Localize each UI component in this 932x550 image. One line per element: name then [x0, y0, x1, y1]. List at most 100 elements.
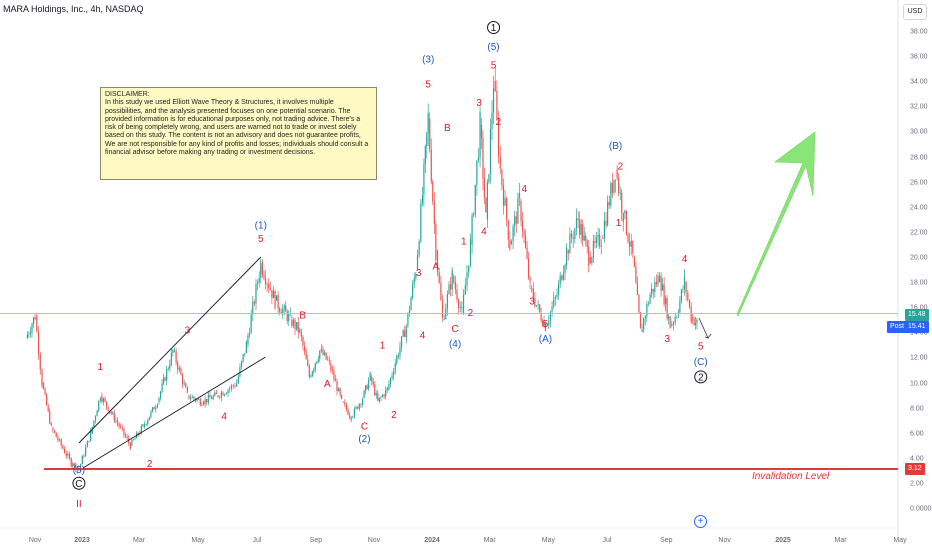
- candle-body: [107, 406, 109, 412]
- candle-body: [618, 177, 620, 193]
- wave-label: (5): [73, 465, 85, 476]
- candle-body: [679, 300, 681, 313]
- candle-body: [694, 322, 697, 325]
- candle-body: [47, 405, 49, 412]
- candle-body: [540, 313, 542, 321]
- wave-label: 1: [461, 237, 467, 248]
- candle-body: [198, 399, 200, 400]
- candle-body: [451, 270, 453, 290]
- candle-body: [605, 220, 607, 226]
- candle-body: [207, 395, 209, 403]
- candle-body: [248, 332, 251, 336]
- candle-body: [333, 370, 335, 380]
- candle-body: [272, 290, 275, 299]
- candle-body: [140, 426, 142, 434]
- candle-body: [227, 389, 229, 394]
- candle-body: [461, 307, 463, 308]
- candle-body: [575, 218, 578, 229]
- candle-body: [586, 240, 588, 248]
- currency-button[interactable]: USD: [903, 4, 927, 20]
- candle-body: [433, 201, 435, 225]
- candle-body: [464, 285, 466, 295]
- candle-body: [610, 182, 612, 206]
- candle-body: [303, 345, 306, 352]
- candle-body: [559, 275, 561, 285]
- candle-body: [283, 305, 285, 310]
- y-tick-label: 24.00: [910, 205, 928, 212]
- candle-body: [548, 321, 550, 326]
- candle-body: [502, 185, 505, 206]
- candle-body: [102, 398, 105, 402]
- candle-body: [120, 426, 122, 428]
- y-tick-label: 16.00: [910, 305, 928, 312]
- candle-body: [375, 393, 377, 396]
- candle-body: [115, 420, 117, 422]
- candle-body: [421, 195, 424, 204]
- candle-body: [529, 277, 531, 282]
- candle-body: [271, 289, 273, 299]
- add-icon[interactable]: +: [694, 515, 707, 528]
- candle-body: [410, 297, 412, 311]
- candle-body: [497, 118, 500, 157]
- candle-body: [88, 440, 90, 442]
- last-price-tag: 15.48: [905, 309, 929, 321]
- wave-circle: [72, 476, 86, 490]
- wave-label: II: [76, 499, 82, 510]
- wave-label: 4: [221, 411, 227, 422]
- wave-label: 2: [496, 117, 502, 128]
- candle-body: [534, 298, 536, 307]
- candle-body: [334, 379, 337, 382]
- candle-body: [696, 319, 698, 323]
- candle-body: [113, 412, 115, 421]
- candle-body: [322, 349, 324, 355]
- candle-body: [446, 294, 448, 309]
- candle-body: [577, 218, 579, 220]
- wave-label: 5: [491, 61, 497, 72]
- candle-body: [164, 377, 166, 381]
- candle-body: [63, 448, 66, 454]
- candle-body: [483, 178, 486, 198]
- candle-body: [471, 215, 473, 245]
- candle-body: [688, 299, 691, 307]
- disclaimer-heading: DISCLAIMER:: [105, 91, 150, 98]
- candle-body: [253, 301, 255, 304]
- candle-body: [595, 237, 598, 243]
- candle-body: [202, 401, 205, 405]
- candle-body: [155, 407, 157, 410]
- candle-body: [615, 179, 617, 181]
- candle-body: [607, 201, 609, 226]
- candle-body: [579, 219, 581, 235]
- y-tick-label: 14.00: [910, 330, 928, 337]
- candle-body: [397, 355, 399, 357]
- candle-body: [496, 90, 498, 119]
- disclaimer-box: DISCLAIMER: In this study we used Elliot…: [100, 87, 377, 180]
- wave-label: A: [324, 379, 331, 390]
- candle-body: [462, 294, 465, 314]
- candle-body: [220, 392, 222, 398]
- candle-body: [365, 385, 367, 391]
- candle-body: [399, 346, 401, 356]
- candle-body: [39, 353, 41, 370]
- wave-label: 1: [98, 362, 104, 373]
- candle-body: [453, 275, 455, 283]
- candle-body: [183, 383, 185, 385]
- wedge-trendline: [78, 256, 262, 444]
- candle-body: [468, 265, 470, 273]
- candle-body: [286, 311, 288, 321]
- candle-body: [597, 234, 599, 238]
- candle-body: [374, 384, 376, 396]
- candle-body: [177, 362, 179, 370]
- x-tick-label: 2023: [74, 537, 90, 544]
- candle-body: [325, 352, 327, 360]
- candle-body: [116, 420, 119, 424]
- y-tick-label: 32.00: [910, 104, 928, 111]
- candle-body: [585, 235, 587, 241]
- candle-body: [307, 359, 309, 366]
- wave-label: (3): [422, 54, 434, 65]
- candle-body: [156, 405, 159, 408]
- candle-body: [240, 361, 243, 368]
- candle-body: [28, 333, 30, 335]
- candle-body: [355, 406, 357, 409]
